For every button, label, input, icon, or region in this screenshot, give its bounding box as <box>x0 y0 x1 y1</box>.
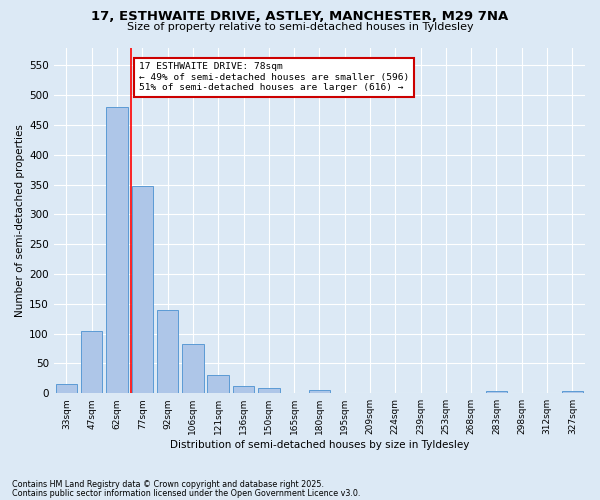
Bar <box>106 107 128 393</box>
Bar <box>182 344 203 393</box>
Bar <box>233 386 254 393</box>
Bar <box>486 391 507 393</box>
X-axis label: Distribution of semi-detached houses by size in Tyldesley: Distribution of semi-detached houses by … <box>170 440 469 450</box>
Bar <box>56 384 77 393</box>
Bar <box>208 376 229 393</box>
Text: Contains public sector information licensed under the Open Government Licence v3: Contains public sector information licen… <box>12 488 361 498</box>
Y-axis label: Number of semi-detached properties: Number of semi-detached properties <box>15 124 25 317</box>
Bar <box>81 330 103 393</box>
Text: Contains HM Land Registry data © Crown copyright and database right 2025.: Contains HM Land Registry data © Crown c… <box>12 480 324 489</box>
Text: 17, ESTHWAITE DRIVE, ASTLEY, MANCHESTER, M29 7NA: 17, ESTHWAITE DRIVE, ASTLEY, MANCHESTER,… <box>91 10 509 23</box>
Text: 17 ESTHWAITE DRIVE: 78sqm
← 49% of semi-detached houses are smaller (596)
51% of: 17 ESTHWAITE DRIVE: 78sqm ← 49% of semi-… <box>139 62 409 92</box>
Bar <box>308 390 330 393</box>
Bar <box>562 391 583 393</box>
Bar <box>157 310 178 393</box>
Text: Size of property relative to semi-detached houses in Tyldesley: Size of property relative to semi-detach… <box>127 22 473 32</box>
Bar <box>258 388 280 393</box>
Bar <box>131 186 153 393</box>
